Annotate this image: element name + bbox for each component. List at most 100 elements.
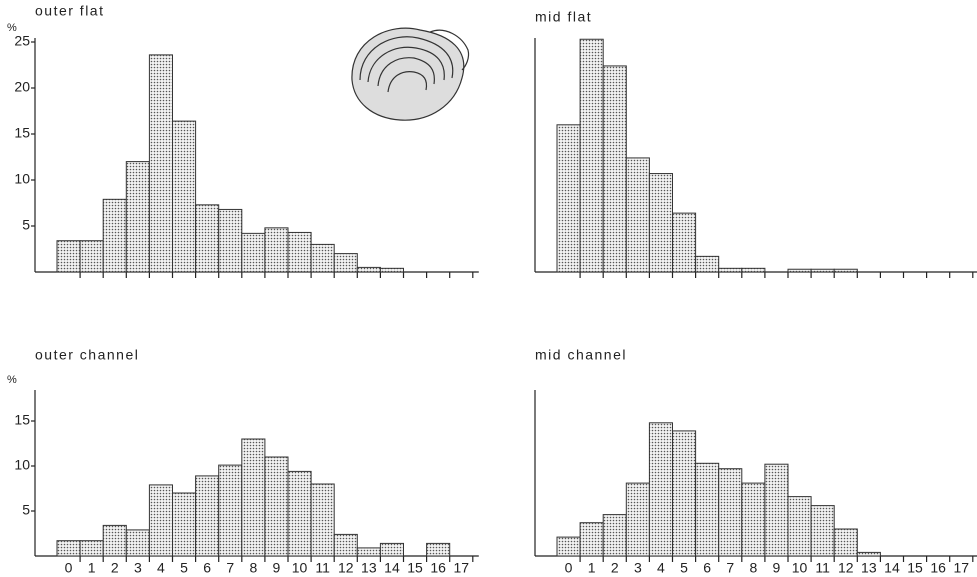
x-tick-label: 7 (226, 560, 234, 576)
bar (79, 240, 104, 273)
x-tick-label: 4 (657, 560, 665, 576)
x-tick-label: 11 (315, 560, 330, 576)
x-tick-label: 3 (134, 560, 142, 576)
x-tick-label: 6 (203, 560, 211, 576)
x-tick-label: 9 (273, 560, 281, 576)
bar (602, 65, 627, 273)
bar (379, 267, 404, 273)
x-tick-label: 5 (680, 560, 688, 576)
bar (356, 266, 381, 273)
x-tick-label: 1 (588, 560, 596, 576)
bar (195, 204, 220, 273)
x-tick-label: 15 (907, 560, 923, 576)
bar (787, 496, 812, 557)
bar (764, 463, 789, 557)
bar (333, 253, 358, 273)
bar (379, 542, 404, 557)
bar (56, 540, 81, 557)
bar (741, 482, 766, 557)
x-tick-label: 2 (111, 560, 119, 576)
x-tick-label: 14 (884, 560, 900, 576)
bar (426, 542, 451, 557)
x-tick-label: 2 (611, 560, 619, 576)
bar (556, 536, 581, 557)
x-tick-label: 15 (407, 560, 423, 576)
bar (56, 240, 81, 273)
y-axis-label: % (7, 374, 18, 386)
bar (833, 268, 858, 273)
bar (172, 120, 197, 273)
x-tick-label: 9 (773, 560, 781, 576)
bar (79, 540, 104, 557)
bar (218, 208, 243, 273)
bar (102, 524, 127, 557)
x-tick-label: 12 (338, 560, 354, 576)
bar (241, 438, 266, 557)
y-tick-label: 10 (14, 171, 30, 187)
bar (810, 505, 835, 557)
bar (148, 54, 173, 273)
x-tick-label: 6 (703, 560, 711, 576)
y-tick-label: 10 (14, 457, 30, 473)
bar (718, 267, 743, 273)
bar (648, 173, 674, 273)
x-tick-label: 0 (65, 560, 73, 576)
y-tick-label: 15 (14, 412, 30, 428)
bar (833, 528, 858, 557)
x-tick-label: 0 (565, 560, 573, 576)
y-tick-label: 20 (14, 79, 30, 95)
y-tick-label: 5 (22, 502, 30, 518)
bar (172, 492, 197, 557)
bar (102, 198, 127, 273)
x-tick-label: 13 (861, 560, 877, 576)
bar (310, 483, 335, 557)
bar (579, 38, 604, 273)
chart-title: outer flat (35, 3, 104, 19)
x-tick-label: 4 (157, 560, 165, 576)
bar (741, 267, 766, 273)
bar (556, 124, 581, 273)
bar (287, 231, 312, 273)
x-tick-label: 8 (749, 560, 757, 576)
bar (718, 468, 743, 557)
bar (856, 551, 881, 557)
x-tick-label: 17 (453, 560, 469, 576)
x-tick-label: 3 (634, 560, 642, 576)
chart-title: mid channel (535, 347, 627, 363)
x-tick-label: 17 (953, 560, 969, 576)
chart-title: outer channel (35, 347, 139, 363)
x-tick-label: 16 (930, 560, 946, 576)
x-tick-label: 8 (249, 560, 257, 576)
x-tick-label: 14 (384, 560, 400, 576)
bar (602, 514, 627, 557)
x-tick-label: 16 (430, 560, 446, 576)
bar (672, 430, 697, 557)
bar (125, 529, 150, 557)
bar (695, 462, 720, 557)
x-tick-label: 1 (88, 560, 96, 576)
y-tick-label: 5 (22, 217, 30, 233)
x-tick-label: 10 (292, 560, 308, 576)
y-axis-label: % (7, 22, 18, 34)
y-tick-label: 15 (14, 125, 30, 141)
bar (310, 243, 335, 273)
bar (695, 255, 720, 273)
x-tick-label: 10 (792, 560, 808, 576)
bar (648, 422, 674, 557)
bar (287, 470, 312, 557)
bar (333, 533, 358, 557)
x-tick-label: 5 (180, 560, 188, 576)
bar (218, 464, 243, 557)
bar (625, 157, 650, 273)
x-tick-label: 13 (361, 560, 377, 576)
bar (579, 522, 604, 557)
x-tick-label: 7 (726, 560, 734, 576)
bar (787, 268, 812, 273)
bar (672, 212, 697, 273)
bar (264, 227, 289, 273)
bar (195, 475, 220, 557)
bar (125, 161, 150, 273)
chart-title: mid flat (535, 9, 592, 25)
bar (356, 547, 381, 557)
